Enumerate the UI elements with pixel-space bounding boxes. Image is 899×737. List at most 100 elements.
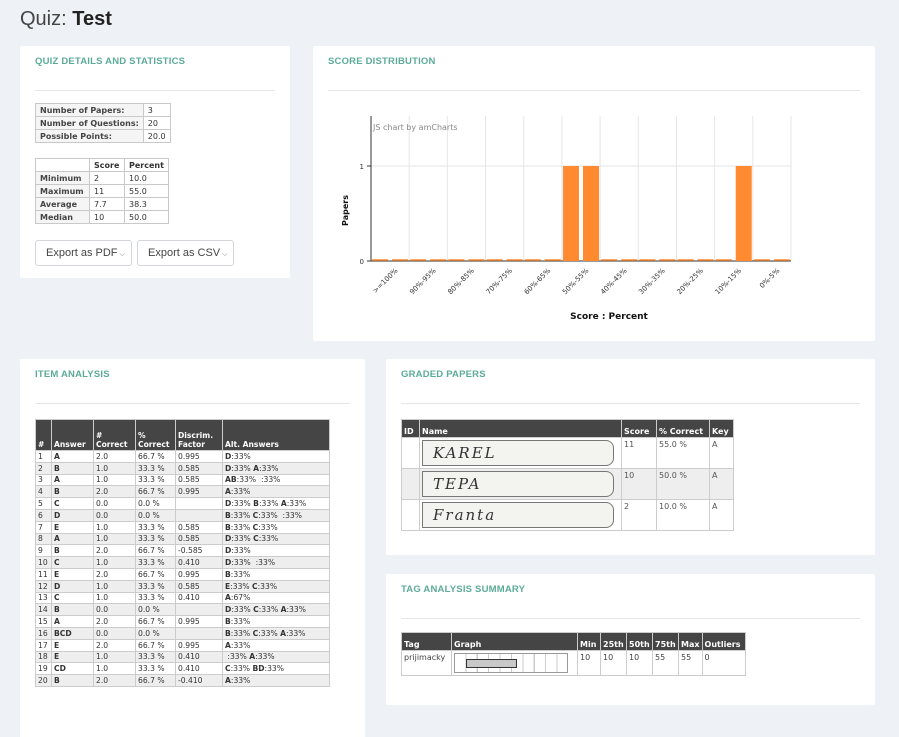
item-number: 7 bbox=[35, 520, 52, 534]
alt-answer-key: C bbox=[252, 628, 259, 638]
score-stats-table: Score Percent Minimum 2 10.0 Maximum 11 55.0 Ave… bbox=[35, 158, 169, 224]
alt-answers-cell: D:33% bbox=[222, 450, 330, 463]
stats-row: Minimum 2 10.0 bbox=[35, 171, 169, 185]
table-row[interactable]: TEPA 10 50.0 % A bbox=[401, 468, 734, 500]
table-row: 4 B 2.0 66.7 % 0.995 A:33% bbox=[35, 485, 330, 499]
discrimination-factor: 0.995 bbox=[175, 485, 223, 499]
alt-answers-cell: A:33% bbox=[222, 638, 330, 652]
alt-answer-value: :33% bbox=[257, 581, 278, 591]
alt-answer-value: :33% bbox=[231, 463, 251, 473]
alt-answer-value: :33% bbox=[230, 581, 250, 591]
stats-header: Score bbox=[89, 158, 125, 172]
stats-label: Median bbox=[35, 210, 90, 224]
answer-cell: D bbox=[51, 508, 94, 522]
alt-answers-cell: B:33% bbox=[222, 567, 330, 581]
alt-answer-key: D bbox=[225, 499, 232, 509]
table-row: 12 D 1.0 33.3 % 0.585 E:33% C:33% bbox=[35, 579, 330, 593]
tag-name: prijimacky bbox=[401, 650, 452, 676]
export-csv-button[interactable]: Export as CSV ⌵ bbox=[137, 240, 234, 266]
header-bottom: Correct bbox=[96, 440, 128, 449]
header-bottom: Correct bbox=[138, 440, 170, 449]
item-number: 6 bbox=[35, 508, 52, 522]
alt-answers-cell: B:33% C:33% :33% bbox=[222, 508, 330, 522]
name-cell: Franta bbox=[419, 499, 622, 531]
correct-count: 0.0 bbox=[93, 603, 136, 617]
stats-row: Median 10 50.0 bbox=[35, 210, 169, 224]
correct-percent: 0.0 % bbox=[135, 626, 176, 640]
correct-count: 2.0 bbox=[93, 674, 136, 687]
alt-answer-key: A bbox=[225, 676, 231, 686]
table-row: 16 BCD 0.0 0.0 % B:33% C:33% A:33% bbox=[35, 626, 330, 640]
handwritten-name: KAREL bbox=[433, 444, 497, 462]
correct-percent: 33.3 % bbox=[135, 591, 176, 605]
x-tick-label: >=100% bbox=[371, 267, 399, 295]
alt-answer-key: B bbox=[225, 617, 231, 627]
x-axis-label: Score : Percent bbox=[570, 312, 648, 322]
graded-papers-heading: GRADED PAPERS bbox=[401, 369, 486, 380]
bar bbox=[583, 166, 599, 261]
alt-answer-value: :33% bbox=[231, 534, 251, 544]
answer-cell: B bbox=[51, 544, 94, 558]
divider bbox=[35, 90, 275, 91]
name-image: TEPA bbox=[422, 471, 614, 497]
y-axis-label: Papers bbox=[341, 195, 350, 226]
answer-cell: C bbox=[51, 591, 94, 605]
alt-answer-value: :33% bbox=[258, 534, 279, 544]
alt-answer-key: D bbox=[225, 558, 232, 568]
correct-percent: 66.7 % bbox=[135, 567, 176, 581]
correct-percent: 33.3 % bbox=[135, 650, 176, 664]
stats-header bbox=[35, 158, 90, 172]
export-pdf-button[interactable]: Export as PDF ⌵ bbox=[35, 240, 132, 266]
table-row[interactable]: Franta 2 10.0 % A bbox=[401, 499, 734, 531]
correct-percent: 66.7 % bbox=[135, 638, 176, 652]
correct-count: 1.0 bbox=[93, 473, 136, 487]
alt-answer-key: B bbox=[225, 569, 231, 579]
alt-answer-key: D bbox=[225, 605, 232, 615]
alt-answer-key: BD bbox=[252, 664, 265, 674]
table-row: 11 E 2.0 66.7 % 0.995 B:33% bbox=[35, 567, 330, 581]
item-number: 10 bbox=[35, 556, 52, 569]
correct-percent: 66.7 % bbox=[135, 544, 176, 558]
alt-answer-key: A bbox=[249, 652, 256, 662]
alt-answer-value: :33% bbox=[230, 664, 251, 674]
table-row: 17 E 2.0 66.7 % 0.995 A:33% bbox=[35, 638, 330, 652]
discrimination-factor: 0.410 bbox=[175, 662, 223, 676]
item-number: 9 bbox=[35, 544, 52, 558]
paper-id bbox=[401, 499, 420, 531]
alt-answer-value: :33% bbox=[231, 558, 251, 568]
correct-percent: 33.3 % bbox=[135, 473, 176, 487]
info-label: Possible Points: bbox=[35, 129, 144, 143]
tag-analysis-header: Max bbox=[678, 632, 703, 651]
table-row[interactable]: KAREL 11 55.0 % A bbox=[401, 437, 734, 469]
alt-answers-cell: B:33% C:33% bbox=[222, 520, 330, 534]
handwritten-name: TEPA bbox=[433, 475, 482, 493]
tag-max: 55 bbox=[678, 650, 703, 676]
discrimination-factor: 0.995 bbox=[175, 567, 223, 581]
answer-cell: B bbox=[51, 461, 94, 475]
alt-answer-value: :33% bbox=[258, 499, 279, 509]
alt-answer-key: C bbox=[253, 605, 259, 615]
header-bottom: Alt. Answers bbox=[225, 440, 279, 449]
answer-cell: A bbox=[51, 615, 94, 628]
discrimination-factor bbox=[175, 626, 223, 640]
alt-answer-value: :33% bbox=[230, 522, 251, 532]
correct-percent: 0.0 % bbox=[135, 508, 176, 522]
table-row: 8 A 1.0 33.3 % 0.585 D:33% C:33% bbox=[35, 532, 330, 546]
discrimination-factor: 0.585 bbox=[175, 473, 223, 487]
alt-answers-cell: :33% A:33% bbox=[222, 650, 330, 664]
stats-header: Percent bbox=[124, 158, 169, 172]
x-tick-label: 70%-75% bbox=[485, 267, 515, 297]
alt-answer-value: :67% bbox=[230, 593, 251, 603]
answer-cell: E bbox=[51, 650, 94, 664]
chevron-down-icon: ⌵ bbox=[222, 251, 228, 258]
alt-answers-cell: D:33% C:33% bbox=[222, 532, 330, 546]
discrimination-factor: 0.585 bbox=[175, 520, 223, 534]
alt-answer-key: C bbox=[225, 664, 231, 674]
quiz-info-table: Number of Papers: 3 Number of Questions: 20… bbox=[35, 103, 171, 143]
correct-percent: 0.0 % bbox=[135, 603, 176, 617]
correct-percent: 33.3 % bbox=[135, 556, 176, 569]
x-tick-label: 50%-55% bbox=[561, 267, 591, 297]
correct-percent: 0.0 % bbox=[135, 497, 176, 510]
answer-cell: CD bbox=[51, 662, 94, 676]
alt-answer-key: C bbox=[253, 534, 259, 544]
